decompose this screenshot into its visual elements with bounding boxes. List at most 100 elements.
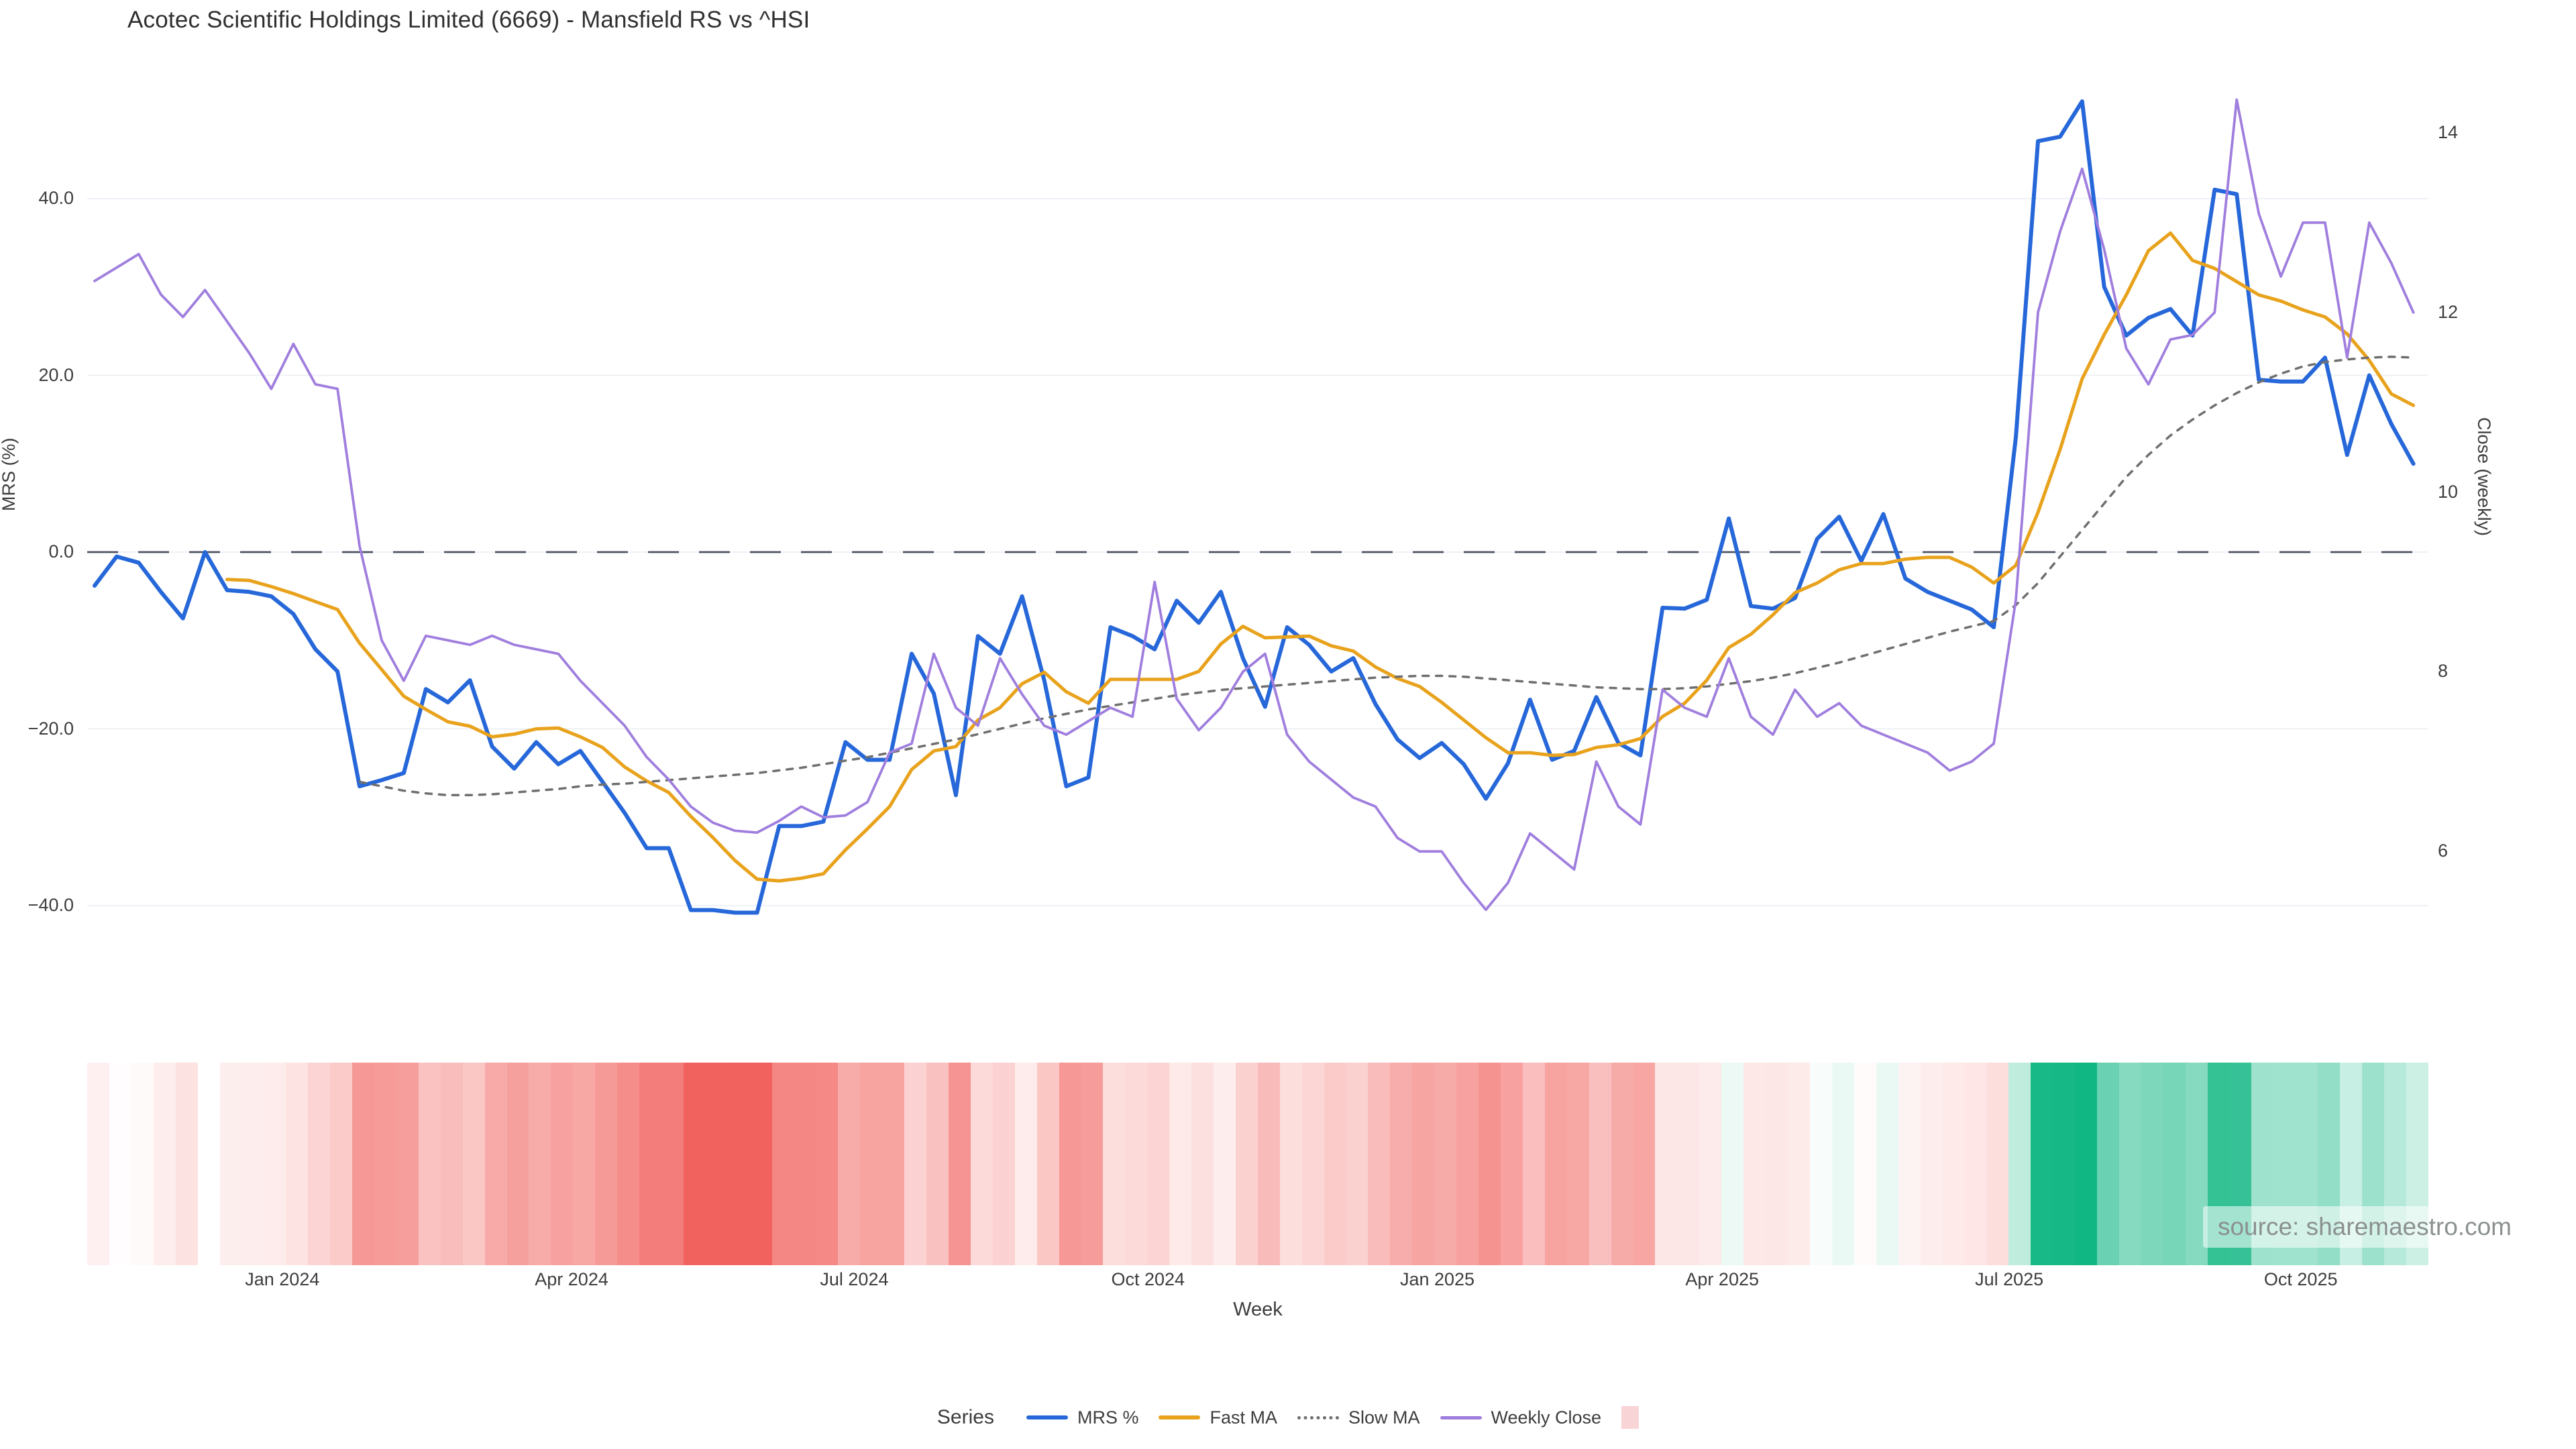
heatmap-cell [794, 1063, 816, 1265]
right-y-tick-label: 6 [2438, 841, 2449, 861]
heatmap-cell [838, 1063, 861, 1265]
x-tick-label: Jul 2024 [820, 1269, 889, 1289]
heatmap-cell [1257, 1063, 1280, 1265]
x-tick-label: Apr 2024 [535, 1269, 608, 1289]
heatmap-cell [816, 1063, 839, 1265]
left-axis-title: MRS (%) [0, 437, 19, 512]
source-note: source: sharemaestro.com [2202, 1206, 2526, 1248]
heatmap-cell [1147, 1063, 1170, 1265]
heatmap-cell [1346, 1063, 1368, 1265]
legend-line-swatch-icon [1440, 1415, 1482, 1419]
heatmap-cell [87, 1063, 109, 1265]
x-tick-label: Jul 2025 [1975, 1269, 2044, 1289]
legend-title: Series [936, 1406, 994, 1428]
heatmap-cell [948, 1063, 971, 1265]
x-tick-label: Apr 2025 [1685, 1269, 1759, 1289]
right-axis-title: Close (weekly) [2474, 417, 2494, 537]
heatmap-cell [1589, 1063, 1611, 1265]
heatmap-cell [1279, 1063, 1302, 1265]
heatmap-cell [2053, 1063, 2075, 1265]
legend-item-label: Fast MA [1210, 1407, 1277, 1428]
heatmap-cell [1059, 1063, 1081, 1265]
heatmap-cell [882, 1063, 905, 1265]
heatmap-cell [1125, 1063, 1148, 1265]
heatmap-cell [1368, 1063, 1391, 1265]
left-y-tick-label: 0.0 [48, 541, 74, 561]
heatmap-cell [308, 1063, 331, 1265]
heatmap-cell [1479, 1063, 1501, 1265]
heatmap-cell [1611, 1063, 1633, 1265]
heatmap-cell [639, 1063, 661, 1265]
heatmap-cell [617, 1063, 640, 1265]
x-tick-label: Oct 2025 [2263, 1269, 2338, 1289]
legend: Series MRS % Fast MA Slow MA Weekly Close [0, 1406, 2576, 1429]
heatmap-cell [131, 1063, 154, 1265]
heatmap-cell [219, 1063, 242, 1265]
heatmap-cell [705, 1063, 728, 1265]
heatmap-cell [2031, 1063, 2053, 1265]
heatmap-cell [1787, 1063, 1810, 1265]
legend-line-swatch-icon [1026, 1415, 1068, 1419]
series-line-slow-ma [358, 356, 2415, 797]
legend-item-label: MRS % [1077, 1407, 1139, 1428]
heatmap-cell [1854, 1063, 1876, 1265]
heatmap-cell [551, 1063, 574, 1265]
heatmap-cell [506, 1063, 529, 1265]
heatmap-cell [2008, 1063, 2031, 1265]
series-line-mrs- [93, 99, 2416, 915]
heatmap-cell [484, 1063, 507, 1265]
left-y-tick-label: −40.0 [28, 895, 74, 915]
x-tick-label: Jan 2025 [1399, 1269, 1475, 1289]
heatmap-cell [440, 1063, 463, 1265]
line-chart-plot-area [87, 98, 2428, 915]
legend-item-slow-ma: Slow MA [1297, 1407, 1420, 1428]
legend-heatmap-swatch-icon [1621, 1406, 1640, 1429]
heatmap-cell [1501, 1063, 1523, 1265]
heatmap-cell [2096, 1063, 2119, 1265]
right-y-tick-label: 12 [2438, 301, 2459, 322]
heatmap-cell [286, 1063, 309, 1265]
heatmap-cell [2141, 1063, 2163, 1265]
right-y-tick-label: 10 [2438, 481, 2459, 502]
heatmap-cell [1014, 1063, 1037, 1265]
legend-line-swatch-icon [1297, 1415, 1339, 1419]
heatmap-cell [1103, 1063, 1126, 1265]
heatmap-cell [1986, 1063, 2009, 1265]
heatmap-cell [330, 1063, 353, 1265]
heatmap-cell [1721, 1063, 1744, 1265]
heatmap-cell [1566, 1063, 1589, 1265]
x-tick-label: Jan 2024 [245, 1269, 320, 1289]
heatmap-cell [396, 1063, 419, 1265]
left-y-tick-label: 20.0 [38, 364, 74, 385]
heatmap-cell [2163, 1063, 2186, 1265]
heatmap-cell [1235, 1063, 1258, 1265]
heatmap-cell [418, 1063, 441, 1265]
heatmap-cell [1743, 1063, 1766, 1265]
heatmap-cell [1214, 1063, 1236, 1265]
legend-item-label: Weekly Close [1491, 1407, 1602, 1428]
heatmap-cell [1456, 1063, 1479, 1265]
heatmap-cell [1633, 1063, 1656, 1265]
heatmap-cell [992, 1063, 1015, 1265]
heatmap-cell [926, 1063, 949, 1265]
heatmap-cell [1434, 1063, 1457, 1265]
legend-item-heatmap [1621, 1406, 1640, 1429]
heatmap-cell [153, 1063, 176, 1265]
right-y-tick-label: 8 [2438, 661, 2449, 682]
heatmap-cell [1920, 1063, 1943, 1265]
heatmap-cell [352, 1063, 374, 1265]
heatmap-cell [1522, 1063, 1545, 1265]
series-line-fast-ma [225, 231, 2416, 883]
right-y-tick-label: 14 [2438, 122, 2459, 142]
heatmap-cell [771, 1063, 794, 1265]
heatmap-cell [749, 1063, 772, 1265]
heatmap-cell [904, 1063, 927, 1265]
heatmap-cell [1081, 1063, 1104, 1265]
heatmap-cell [241, 1063, 264, 1265]
heatmap-cell [1169, 1063, 1192, 1265]
x-axis-title: Week [1233, 1299, 1283, 1320]
heatmap-cell [374, 1063, 396, 1265]
heatmap-cell [1324, 1063, 1346, 1265]
legend-item-weekly-close: Weekly Close [1440, 1407, 1602, 1428]
